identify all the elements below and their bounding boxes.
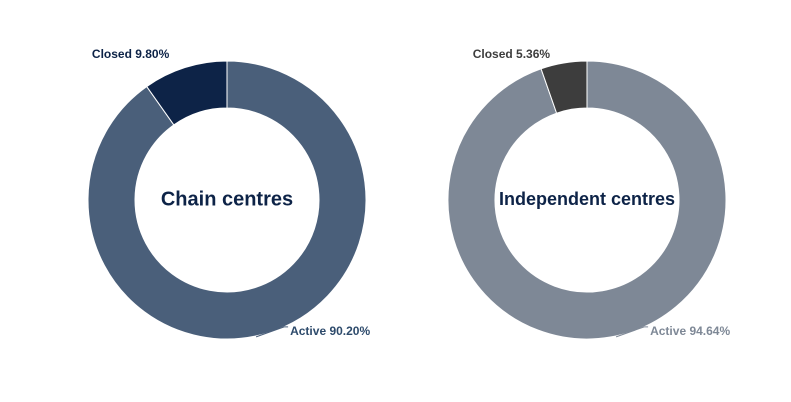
chain-active-label: Active 90.20% — [290, 324, 370, 338]
independent-centres-donut-chart: Independent centres Closed 5.36% Active … — [447, 47, 730, 340]
independent-active-leader-line — [615, 326, 649, 338]
independent-active-slice — [447, 60, 727, 340]
independent-active-label: Active 94.64% — [650, 324, 730, 338]
chain-closed-slice — [146, 60, 228, 126]
independent-closed-slice — [540, 60, 588, 114]
chain-centres-title: Chain centres — [161, 188, 293, 210]
independent-centres-title: Independent centres — [499, 189, 675, 209]
chain-centres-donut-chart: Chain centres Closed 9.80% Active 90.20% — [87, 47, 370, 340]
chain-active-leader-line — [255, 326, 289, 338]
chain-closed-label: Closed 9.80% — [92, 47, 170, 61]
chain-active-slice — [87, 60, 367, 340]
independent-closed-label: Closed 5.36% — [473, 47, 551, 61]
